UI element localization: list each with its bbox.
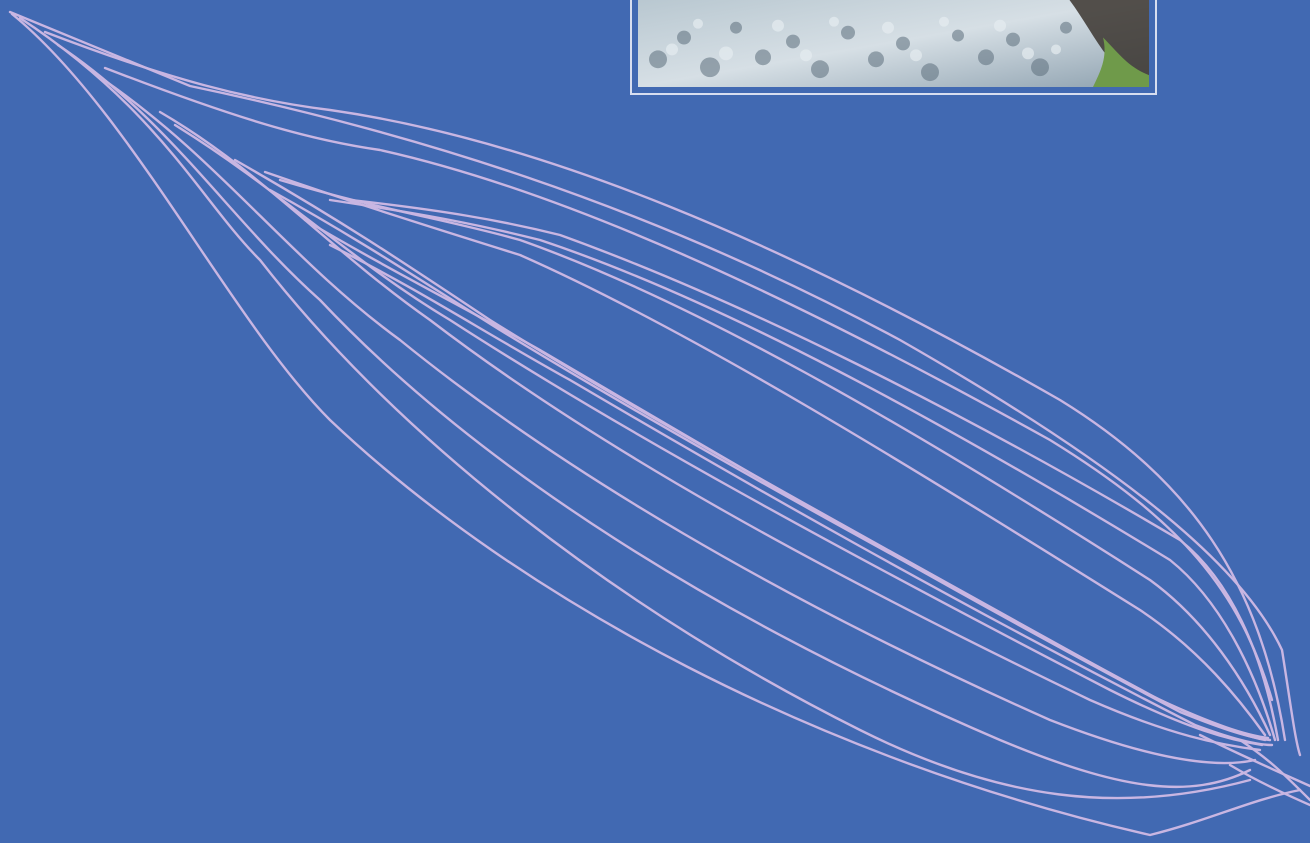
- leaf-vein: [328, 198, 1277, 742]
- leaf-vein: [1198, 733, 1310, 788]
- leaf-vein: [18, 16, 1252, 800]
- leaf-vein: [8, 10, 1302, 757]
- leaf-vein: [278, 178, 1272, 737]
- leaf-vein: [348, 198, 1280, 742]
- leaf-veins: [8, 10, 1310, 837]
- leaf-vein: [303, 218, 1272, 742]
- leaf-vein: [10, 12, 1302, 837]
- foliage-illustration: [638, 0, 1149, 87]
- leaf-vein: [328, 243, 1274, 747]
- leaf-vein: [103, 66, 1274, 702]
- photo-frame: [630, 0, 1157, 95]
- leaf-vein: [56, 43, 1252, 789]
- leaf-vein: [268, 188, 1270, 740]
- leaf-vein: [102, 78, 1257, 765]
- leaf-vein: [158, 110, 1262, 752]
- leaf-vein: [263, 170, 1267, 737]
- silver-foliage-photo: [638, 0, 1149, 87]
- leaf-vein: [1238, 738, 1310, 802]
- leaf-vein: [43, 30, 1287, 742]
- leaf-vein: [1228, 763, 1310, 807]
